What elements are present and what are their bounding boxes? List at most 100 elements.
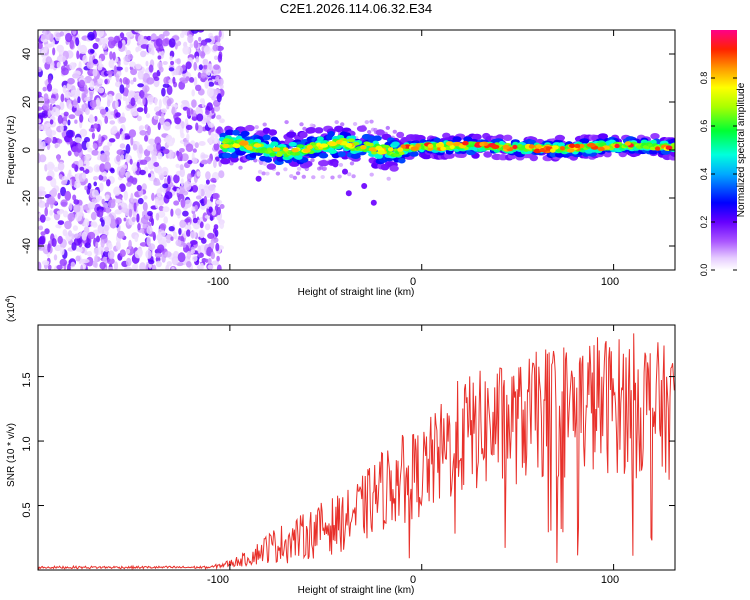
noise-speckle xyxy=(208,206,213,213)
signal-mark xyxy=(375,129,385,136)
signal-mark xyxy=(554,134,566,142)
signal-mark xyxy=(222,152,232,159)
noise-speckle xyxy=(168,226,175,232)
signal-peak xyxy=(272,147,281,152)
noise-speckle xyxy=(193,61,197,71)
noise-speckle xyxy=(200,204,206,210)
noise-speckle xyxy=(158,44,164,52)
signal-mark xyxy=(603,151,612,158)
snr-ticks xyxy=(38,325,675,570)
noise-speckle xyxy=(189,77,195,83)
noise-speckle xyxy=(157,122,161,131)
noise-speckle xyxy=(185,143,194,152)
noise-speckle xyxy=(57,220,65,226)
noise-speckle xyxy=(95,97,101,107)
noise-speckle xyxy=(170,236,174,241)
noise-speckle xyxy=(161,166,169,176)
noise-speckle xyxy=(99,261,106,270)
signal-peak xyxy=(624,141,631,146)
noise-speckle xyxy=(93,123,99,129)
noise-speckle xyxy=(192,148,197,153)
noise-speckle xyxy=(182,210,189,217)
noise-speckle xyxy=(130,136,134,146)
noise-speckle xyxy=(147,210,153,217)
noise-speckle xyxy=(157,55,162,60)
noise-speckle xyxy=(69,138,73,146)
signal-mark xyxy=(314,127,324,134)
noise-speckle xyxy=(218,78,224,86)
noise-speckle xyxy=(162,61,168,65)
signal-peak xyxy=(445,141,454,146)
noise-speckle xyxy=(51,238,57,247)
noise-speckle xyxy=(155,212,160,221)
noise-speckle xyxy=(118,205,122,210)
signal-peak xyxy=(491,144,500,149)
noise-speckle xyxy=(186,229,191,237)
noise-speckle xyxy=(148,64,154,73)
noise-speckle xyxy=(38,186,46,192)
signal-mark xyxy=(599,142,607,147)
noise-speckle xyxy=(104,115,109,124)
noise-speckle xyxy=(75,211,83,222)
y-tick-label-top: 20 xyxy=(21,96,33,108)
noise-speckle xyxy=(70,261,76,268)
noise-speckle xyxy=(72,194,77,201)
colorbar-tick-label: 0.2 xyxy=(699,216,709,229)
signal-mark xyxy=(382,144,391,149)
noise-speckle xyxy=(38,140,43,149)
noise-speckle xyxy=(198,141,206,146)
noise-speckle xyxy=(107,114,114,120)
noise-speckle xyxy=(107,141,113,147)
noise-speckle xyxy=(104,161,111,171)
noise-speckle xyxy=(126,181,132,187)
signal-peak xyxy=(567,148,575,153)
noise-speckle xyxy=(135,46,140,53)
signal-peak xyxy=(415,143,421,148)
noise-speckle xyxy=(47,75,52,84)
noise-speckle xyxy=(72,73,80,79)
signal-peak xyxy=(376,150,386,155)
noise-speckle xyxy=(207,264,214,270)
noise-speckle xyxy=(96,235,100,243)
noise-speckle xyxy=(197,30,205,33)
noise-speckle xyxy=(179,148,185,153)
signal-mark xyxy=(433,137,441,144)
noise-speckle xyxy=(180,132,185,139)
noise-speckle xyxy=(159,231,167,237)
noise-speckle xyxy=(204,223,211,231)
noise-speckle xyxy=(123,217,127,222)
y-tick-label-bottom: 0.5 xyxy=(21,502,33,517)
noise-speckle xyxy=(62,229,68,237)
noise-speckle xyxy=(97,78,104,85)
noise-speckle xyxy=(119,249,126,257)
noise-speckle xyxy=(213,224,219,230)
signal-mark xyxy=(316,136,324,142)
noise-speckle xyxy=(148,44,154,55)
noise-speckle xyxy=(161,38,170,47)
signal-halo xyxy=(310,158,315,163)
noise-speckle xyxy=(164,251,172,258)
noise-speckle xyxy=(181,121,185,129)
noise-speckle xyxy=(208,137,213,145)
colorbar-ticks xyxy=(711,77,737,271)
noise-speckle xyxy=(106,216,112,226)
noise-speckle xyxy=(115,92,122,102)
noise-speckle xyxy=(81,258,90,264)
noise-speckle xyxy=(161,254,166,263)
signal-halo xyxy=(337,174,342,179)
x-tick-label-top: 0 xyxy=(410,276,416,288)
noise-speckle xyxy=(153,76,160,82)
noise-speckle xyxy=(131,216,136,222)
noise-speckle xyxy=(106,179,111,187)
noise-speckle xyxy=(133,77,137,82)
noise-speckle xyxy=(71,163,76,169)
noise-speckle xyxy=(47,110,51,117)
signal-halo xyxy=(309,123,314,128)
noise-speckle xyxy=(97,87,105,94)
noise-speckle xyxy=(176,58,181,65)
noise-speckle xyxy=(115,66,123,71)
noise-speckle xyxy=(60,247,65,256)
noise-speckle xyxy=(99,153,108,163)
noise-speckle xyxy=(185,76,190,82)
signal-mark xyxy=(347,138,355,143)
